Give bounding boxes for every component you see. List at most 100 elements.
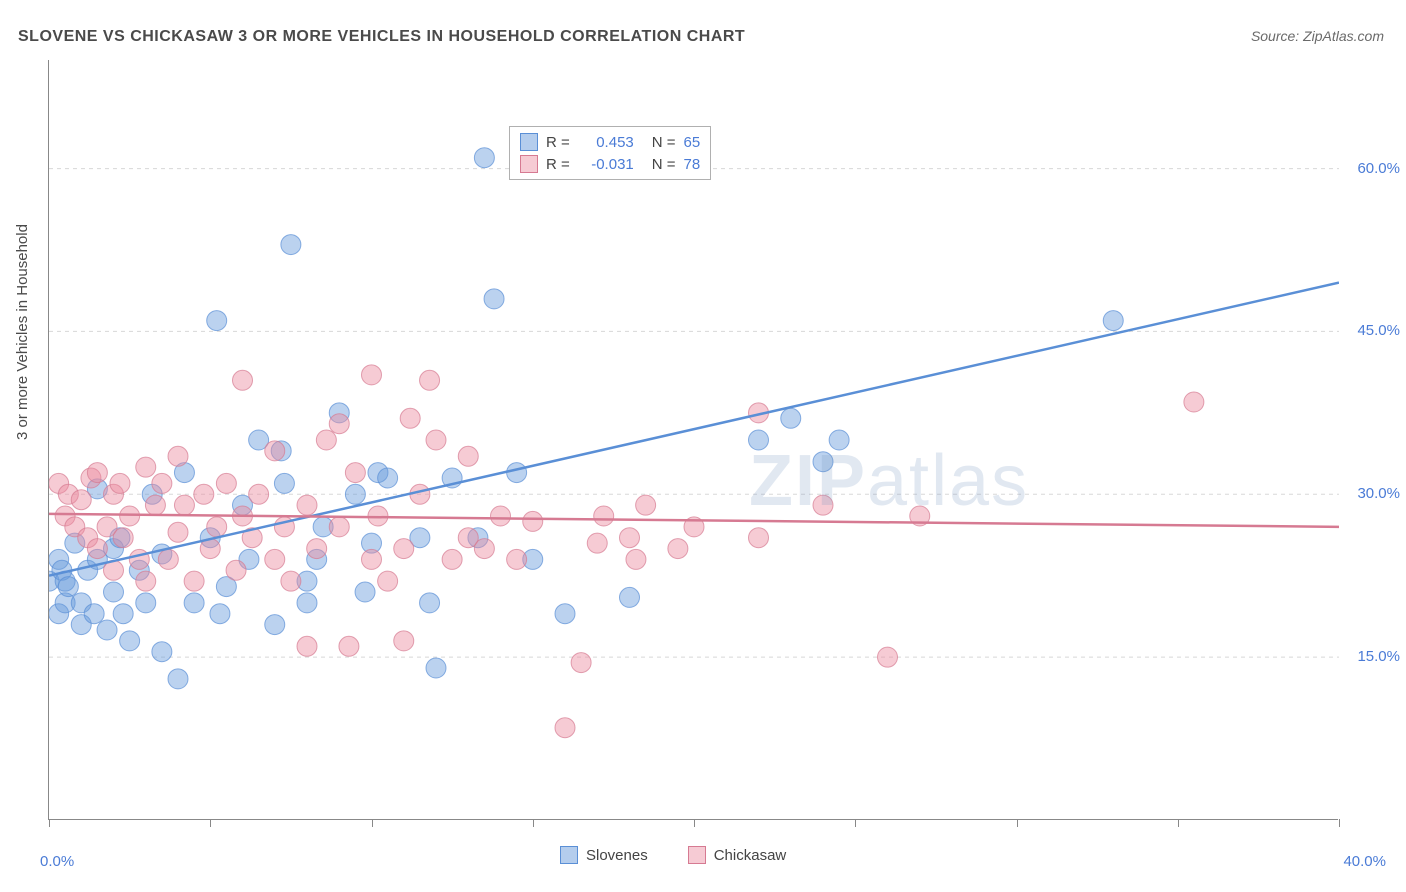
data-point <box>316 430 336 450</box>
data-point <box>249 484 269 504</box>
x-axis-max-label: 40.0% <box>1343 853 1386 870</box>
data-point <box>420 593 440 613</box>
x-tick <box>855 819 856 827</box>
data-point <box>555 718 575 738</box>
data-point <box>813 495 833 515</box>
data-point <box>571 653 591 673</box>
data-point <box>458 446 478 466</box>
x-tick <box>1339 819 1340 827</box>
data-point <box>120 506 140 526</box>
data-point <box>281 571 301 591</box>
y-tick-label: 30.0% <box>1357 485 1400 502</box>
source-attribution: Source: ZipAtlas.com <box>1251 28 1384 44</box>
n-value-slovenes: 65 <box>684 134 701 151</box>
data-point <box>345 463 365 483</box>
data-point <box>426 430 446 450</box>
x-tick <box>49 819 50 827</box>
data-point <box>226 560 246 580</box>
data-point <box>442 549 462 569</box>
y-tick-label: 15.0% <box>1357 648 1400 665</box>
data-point <box>87 463 107 483</box>
data-point <box>174 495 194 515</box>
legend-label: Chickasaw <box>714 847 787 864</box>
data-point <box>362 549 382 569</box>
data-point <box>1103 311 1123 331</box>
data-point <box>394 539 414 559</box>
data-point <box>136 457 156 477</box>
data-point <box>474 148 494 168</box>
x-tick <box>372 819 373 827</box>
legend-item-chickasaw: Chickasaw <box>688 846 787 864</box>
data-point <box>620 528 640 548</box>
data-point <box>145 495 165 515</box>
y-tick-label: 45.0% <box>1357 322 1400 339</box>
x-tick <box>1178 819 1179 827</box>
data-point <box>362 365 382 385</box>
data-point <box>426 658 446 678</box>
x-tick <box>533 819 534 827</box>
data-point <box>620 587 640 607</box>
y-axis-title: 3 or more Vehicles in Household <box>14 224 31 440</box>
data-point <box>158 549 178 569</box>
data-point <box>113 604 133 624</box>
swatch-pink <box>520 155 538 173</box>
data-point <box>194 484 214 504</box>
legend-row-chickasaw: R = -0.031 N = 78 <box>520 153 700 175</box>
data-point <box>274 473 294 493</box>
data-point <box>329 517 349 537</box>
data-point <box>378 571 398 591</box>
data-point <box>523 511 543 531</box>
data-point <box>97 620 117 640</box>
data-point <box>207 311 227 331</box>
x-tick <box>1017 819 1018 827</box>
legend-label: Slovenes <box>586 847 648 864</box>
data-point <box>507 549 527 569</box>
data-point <box>1184 392 1204 412</box>
data-point <box>233 370 253 390</box>
data-point <box>307 539 327 559</box>
data-point <box>136 593 156 613</box>
data-point <box>594 506 614 526</box>
data-point <box>781 408 801 428</box>
data-point <box>58 577 78 597</box>
legend-item-slovenes: Slovenes <box>560 846 648 864</box>
correlation-chart: SLOVENE VS CHICKASAW 3 OR MORE VEHICLES … <box>0 0 1406 892</box>
data-point <box>210 604 230 624</box>
data-point <box>207 517 227 537</box>
data-point <box>329 414 349 434</box>
data-point <box>168 446 188 466</box>
data-point <box>120 631 140 651</box>
data-point <box>84 604 104 624</box>
data-point <box>626 549 646 569</box>
data-point <box>587 533 607 553</box>
data-point <box>355 582 375 602</box>
data-point <box>484 289 504 309</box>
data-point <box>339 636 359 656</box>
data-point <box>184 593 204 613</box>
correlation-legend: R = 0.453 N = 65 R = -0.031 N = 78 <box>509 126 711 180</box>
data-point <box>152 642 172 662</box>
data-point <box>265 615 285 635</box>
chart-title: SLOVENE VS CHICKASAW 3 OR MORE VEHICLES … <box>18 28 745 46</box>
data-point <box>555 604 575 624</box>
swatch-blue <box>520 133 538 151</box>
x-tick <box>694 819 695 827</box>
x-tick <box>210 819 211 827</box>
data-point <box>474 539 494 559</box>
series-legend: Slovenes Chickasaw <box>560 846 786 864</box>
x-axis-min-label: 0.0% <box>40 853 74 870</box>
data-point <box>297 636 317 656</box>
data-point <box>265 549 285 569</box>
data-point <box>491 506 511 526</box>
data-point <box>113 528 133 548</box>
data-point <box>265 441 285 461</box>
data-point <box>507 463 527 483</box>
data-point <box>297 495 317 515</box>
r-value-chickasaw: -0.031 <box>578 156 634 173</box>
data-point <box>281 235 301 255</box>
data-point <box>400 408 420 428</box>
data-point <box>168 522 188 542</box>
data-point <box>878 647 898 667</box>
r-value-slovenes: 0.453 <box>578 134 634 151</box>
data-point <box>104 582 124 602</box>
